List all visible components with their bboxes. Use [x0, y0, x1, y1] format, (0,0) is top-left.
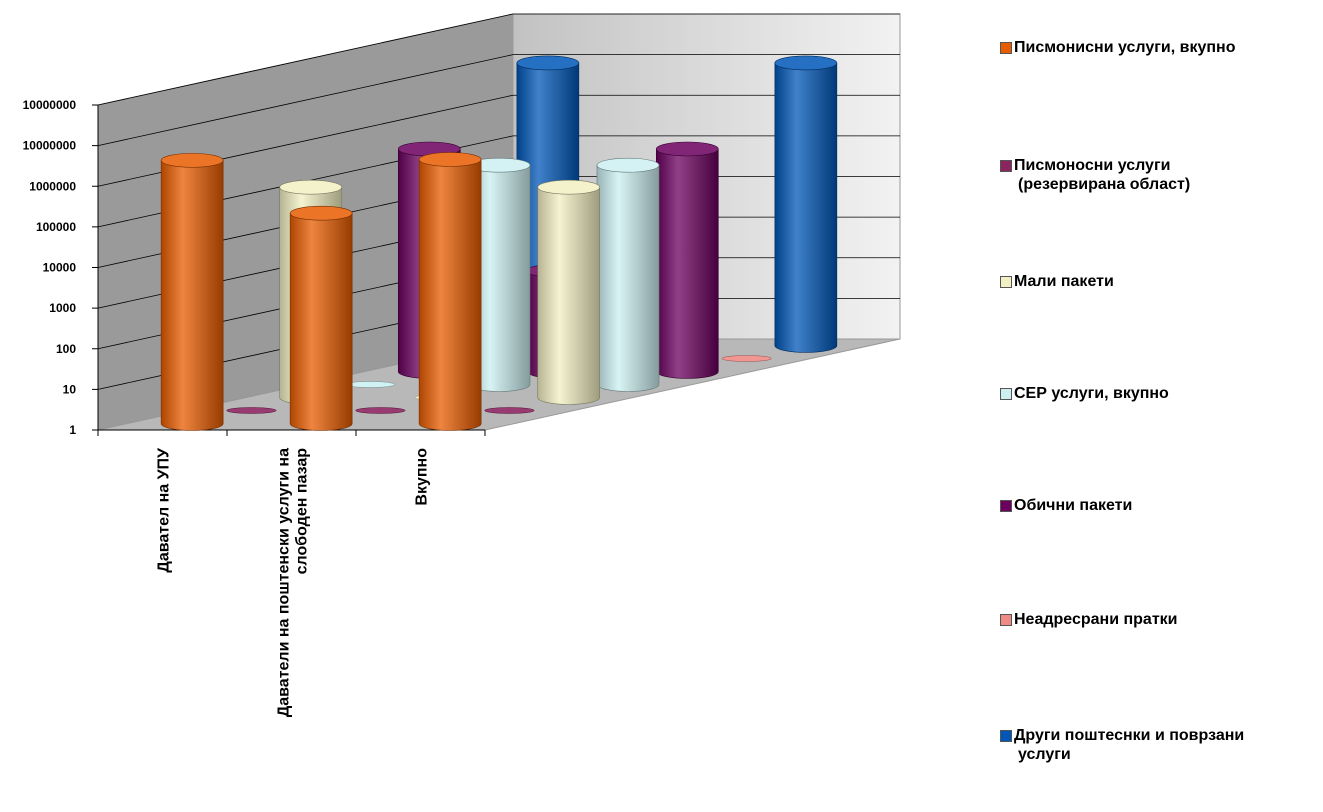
bar-top: [418, 152, 482, 167]
x-category-label: Даватели на поштенски услуги наслободен …: [276, 448, 311, 717]
legend-label: Неадресрани пратки: [1014, 611, 1178, 628]
y-axis-ticks: 1 10 100 1000 10000 100000 1000000 10000000 1000…: [23, 98, 486, 437]
legend-item: Други поштеснки и поврзани услуги: [1000, 726, 1320, 764]
legend-item: Мали пакети: [1000, 272, 1320, 291]
legend-swatch: [1000, 500, 1012, 512]
y-tick-label: 10000000: [23, 139, 77, 153]
legend-label: Писмоносни услуги (резервирана област): [1014, 157, 1191, 193]
legend-swatch: [1000, 730, 1012, 742]
bar: [467, 157, 531, 392]
legend-label: СЕР услуги, вкупно: [1014, 385, 1169, 402]
bar-body: [655, 148, 719, 379]
bar: [484, 407, 535, 414]
bar: [774, 55, 838, 353]
legend-label: Писмонисни услуги, вкупно: [1014, 39, 1236, 56]
y-tick-label: 1: [69, 423, 76, 437]
bar-top: [596, 157, 660, 173]
legend-item: Обични пакети: [1000, 496, 1320, 515]
bar-body: [596, 164, 660, 392]
legend-swatch: [1000, 42, 1012, 54]
legend-swatch: [1000, 388, 1012, 400]
bar-base: [344, 381, 396, 388]
bar-top: [279, 179, 343, 195]
bar-base: [226, 407, 277, 414]
legend-label: Мали пакети: [1014, 273, 1114, 290]
legend-swatch: [1000, 276, 1012, 288]
y-tick-label: 100: [56, 342, 76, 356]
gridline: [97, 135, 900, 228]
y-tick-label: 10000: [43, 261, 77, 275]
bar-body: [418, 159, 482, 431]
bar: [596, 157, 660, 392]
legend-item: Писмоносни услуги (резервирана област): [1000, 156, 1320, 194]
bar: [160, 153, 224, 431]
y-tick-label: 1000: [49, 301, 76, 315]
y-tick-label: 100000: [36, 220, 76, 234]
bar-body: [289, 212, 353, 431]
legend-label: Обични пакети: [1014, 497, 1133, 514]
bar-top: [160, 153, 224, 168]
bar-top: [537, 179, 601, 195]
bar: [721, 355, 772, 362]
x-category-label: Давател на УПУ: [156, 447, 173, 573]
bar-top: [774, 55, 838, 71]
bar-body: [774, 62, 838, 353]
x-category-label: Вкупно: [414, 448, 431, 506]
bar-body: [537, 186, 601, 405]
gridline: [97, 54, 900, 147]
bar: [289, 205, 353, 431]
legend-item: Неадресрани пратки: [1000, 610, 1320, 629]
bar-top: [289, 205, 353, 221]
bar: [418, 152, 482, 431]
legend-item: СЕР услуги, вкупно: [1000, 384, 1320, 403]
legend-swatch: [1000, 160, 1012, 172]
bar: [355, 407, 406, 414]
bar-base: [355, 407, 406, 414]
bar: [344, 381, 396, 388]
bar-top: [516, 55, 580, 71]
bar: [226, 407, 277, 414]
bar-top: [655, 141, 719, 157]
bar: [537, 179, 601, 405]
y-tick-label: 1000000: [29, 179, 76, 193]
category-labels: Давател на УПУ Даватели на поштенски услу…: [156, 447, 431, 717]
gridline: [97, 94, 900, 187]
legend-label: Други поштеснки и поврзани услуги: [1014, 727, 1245, 763]
chart-bars: [160, 55, 838, 431]
bar-base: [721, 355, 772, 362]
bar-body: [160, 160, 224, 431]
legend-swatch: [1000, 614, 1012, 626]
legend-item: Писмонисни услуги, вкупно: [1000, 38, 1320, 57]
gridline: [97, 13, 900, 106]
bar: [655, 141, 719, 379]
y-tick-label: 10000000: [23, 98, 77, 112]
bar-base: [484, 407, 535, 414]
y-tick-label: 10: [63, 382, 77, 396]
